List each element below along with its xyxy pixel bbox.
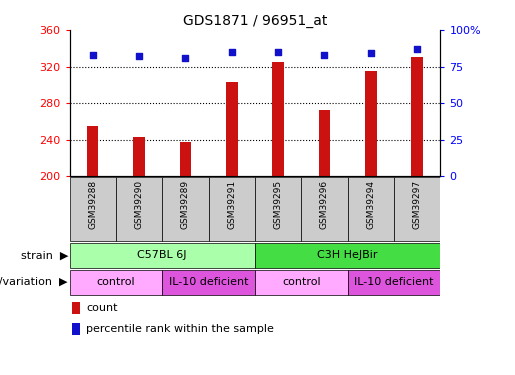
Text: GSM39295: GSM39295 <box>273 180 283 229</box>
Text: C3H HeJBir: C3H HeJBir <box>317 251 378 260</box>
Point <box>228 49 236 55</box>
Text: GSM39297: GSM39297 <box>413 180 422 229</box>
FancyBboxPatch shape <box>348 177 394 241</box>
Text: count: count <box>87 303 118 313</box>
Text: GSM39290: GSM39290 <box>134 180 144 229</box>
Bar <box>411 57 423 176</box>
Text: GSM39289: GSM39289 <box>181 180 190 229</box>
Text: percentile rank within the sample: percentile rank within the sample <box>87 324 274 334</box>
Text: GSM39291: GSM39291 <box>227 180 236 229</box>
Text: IL-10 deficient: IL-10 deficient <box>354 278 434 287</box>
FancyBboxPatch shape <box>70 270 162 295</box>
FancyBboxPatch shape <box>301 177 348 241</box>
Text: GSM39294: GSM39294 <box>366 180 375 228</box>
Bar <box>133 137 145 176</box>
Bar <box>319 110 330 176</box>
FancyBboxPatch shape <box>255 243 440 268</box>
FancyBboxPatch shape <box>162 270 255 295</box>
FancyBboxPatch shape <box>348 270 440 295</box>
Bar <box>180 141 191 176</box>
FancyBboxPatch shape <box>70 243 255 268</box>
FancyBboxPatch shape <box>209 177 255 241</box>
FancyBboxPatch shape <box>70 177 116 241</box>
FancyBboxPatch shape <box>116 177 162 241</box>
FancyBboxPatch shape <box>394 177 440 241</box>
Text: GSM39288: GSM39288 <box>88 180 97 229</box>
Bar <box>226 82 237 176</box>
Point <box>89 52 97 58</box>
Point <box>367 50 375 56</box>
Text: GSM39296: GSM39296 <box>320 180 329 229</box>
Text: strain  ▶: strain ▶ <box>21 251 68 260</box>
Bar <box>72 302 80 314</box>
Text: IL-10 deficient: IL-10 deficient <box>169 278 248 287</box>
Bar <box>87 126 98 176</box>
Text: control: control <box>282 278 320 287</box>
FancyBboxPatch shape <box>255 177 301 241</box>
Title: GDS1871 / 96951_at: GDS1871 / 96951_at <box>183 13 327 28</box>
Point <box>320 52 329 58</box>
Point <box>135 53 143 59</box>
Point <box>181 55 190 61</box>
Bar <box>272 62 284 176</box>
FancyBboxPatch shape <box>162 177 209 241</box>
Text: genotype/variation  ▶: genotype/variation ▶ <box>0 278 68 287</box>
Point <box>413 46 421 52</box>
Text: C57BL 6J: C57BL 6J <box>138 251 187 260</box>
Point <box>274 49 282 55</box>
Text: control: control <box>97 278 135 287</box>
Bar <box>72 322 80 334</box>
Bar <box>365 71 376 176</box>
FancyBboxPatch shape <box>255 270 348 295</box>
